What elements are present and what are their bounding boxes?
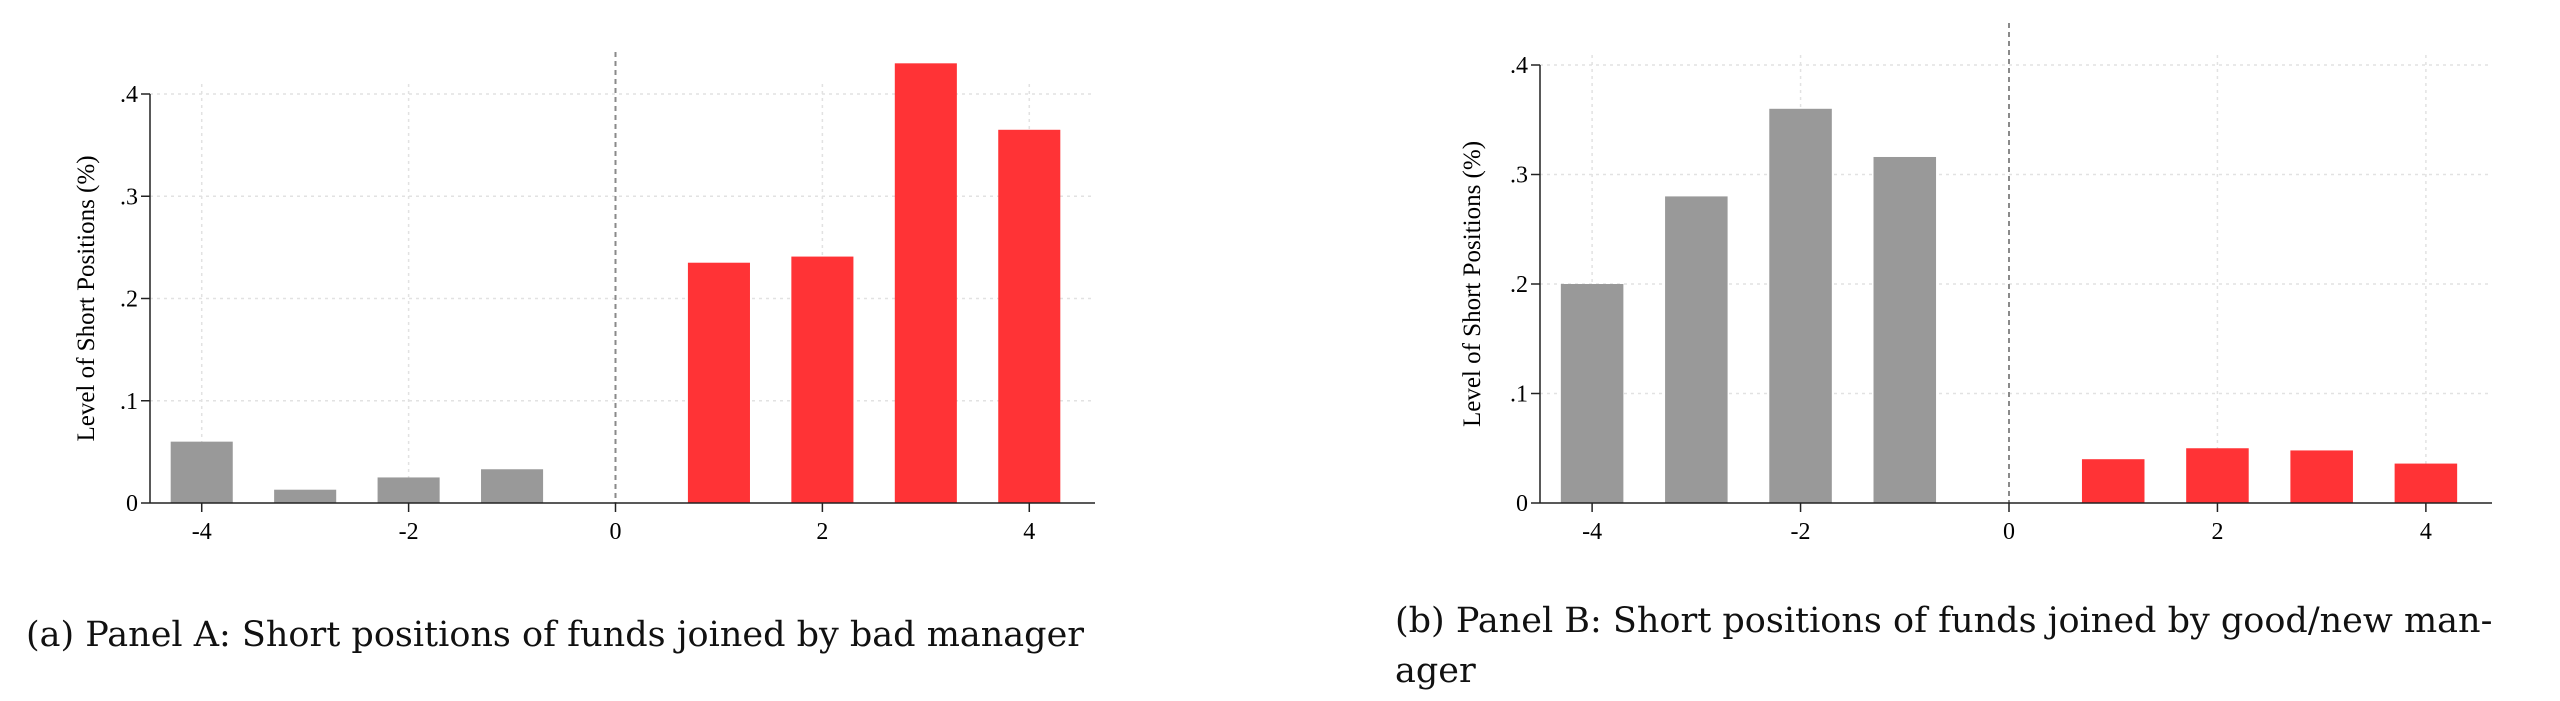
panel-a-bar xyxy=(998,129,1061,503)
panel-a-y-tick-label: .1 xyxy=(120,389,138,415)
panel-a-x-tick-label: 4 xyxy=(1023,519,1035,545)
panel-a-bar xyxy=(894,63,957,503)
panel-a-chart: 0 .1 .2 .3 .4 -4 -2 0 2 4 Level of Short Positions… xyxy=(73,52,1095,545)
panel-b-y-tick-label: .3 xyxy=(1510,163,1528,189)
panel-a-x-tick-label: 2 xyxy=(816,519,828,545)
panel-b-x-tick-label: -4 xyxy=(1582,519,1602,545)
panel-a-y-tick-label: .3 xyxy=(120,184,138,210)
panel-b-bar xyxy=(2186,448,2249,503)
panel-b-x-tick-label: 4 xyxy=(2420,519,2432,545)
panel-b-caption-line-2: ager xyxy=(1395,651,1476,691)
panel-b-bar xyxy=(2394,463,2458,503)
panel-b-bar xyxy=(1560,284,1624,503)
panel-a-y-tick-label: .4 xyxy=(120,82,138,108)
panel-a: 0 .1 .2 .3 .4 -4 -2 0 2 4 Level of Short Positions… xyxy=(0,0,1160,701)
panel-b-bar xyxy=(1873,156,1937,504)
panel-a-x-tick-label: 0 xyxy=(610,519,622,545)
panel-b-caption-line-1: (b) Panel B: Short positions of funds jo… xyxy=(1395,601,2493,641)
panel-b: 0 .1 .2 .3 .4 -4 -2 0 2 4 Level of Short Positions… xyxy=(1390,0,2560,701)
panel-a-bar xyxy=(687,262,750,503)
panel-b-bar xyxy=(2081,459,2145,503)
panel-a-y-axis-title: Level of Short Positions (%) xyxy=(73,155,100,441)
panel-a-x-tick-label: -2 xyxy=(399,519,419,545)
panel-a-y-tick-label: 0 xyxy=(126,491,138,517)
panel-b-y-tick-label: .2 xyxy=(1510,272,1528,298)
panel-a-caption: (a) Panel A: Short positions of funds jo… xyxy=(26,615,1085,655)
panel-a-y-tick-label: .2 xyxy=(120,287,138,313)
panel-b-y-tick-label: .1 xyxy=(1510,382,1528,408)
panel-b-caption: (b) Panel B: Short positions of funds jo… xyxy=(1395,596,2550,696)
panel-b-x-tick-label: -2 xyxy=(1791,519,1811,545)
panel-b-bar xyxy=(1665,196,1728,503)
panel-b-x-tick-label: 0 xyxy=(2003,519,2015,545)
panel-a-bar xyxy=(481,469,544,503)
panel-b-x-tick-label: 2 xyxy=(2211,519,2223,545)
panel-b-y-tick-label: 0 xyxy=(1516,491,1528,517)
panel-b-bar xyxy=(1769,108,1832,504)
panel-b-y-axis-title: Level of Short Positions (%) xyxy=(1459,141,1486,427)
panel-a-bar xyxy=(170,441,233,503)
panel-b-bar xyxy=(2290,450,2353,503)
panel-a-bar xyxy=(791,256,854,503)
panel-a-bar xyxy=(274,489,337,503)
panel-b-chart: 0 .1 .2 .3 .4 -4 -2 0 2 4 Level of Short Positions… xyxy=(1459,23,2492,545)
panel-a-bar xyxy=(377,477,440,503)
panel-a-x-tick-label: -4 xyxy=(192,519,212,545)
panel-b-y-tick-label: .4 xyxy=(1510,53,1528,79)
